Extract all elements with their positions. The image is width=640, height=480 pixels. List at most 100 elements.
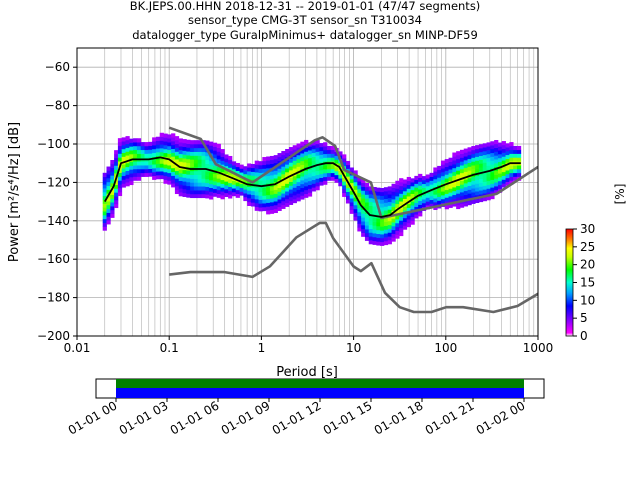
heatmap-cell	[395, 196, 400, 201]
heatmap-cell	[383, 221, 389, 226]
heatmap-cell	[418, 196, 423, 202]
heatmap-cell	[342, 188, 347, 194]
heatmap-cell	[220, 195, 225, 200]
heatmap-cell	[212, 150, 218, 155]
heatmap-cell	[178, 176, 183, 181]
colorbar-tick-label: 0	[580, 329, 588, 343]
heatmap-cell	[235, 166, 240, 171]
heatmap-cell	[106, 197, 111, 202]
heatmap-cell	[399, 220, 404, 225]
heatmap-cell	[133, 145, 138, 151]
heatmap-cell	[433, 171, 438, 176]
heatmap-cell	[193, 163, 199, 168]
heatmap-cell	[197, 170, 202, 176]
heatmap-cell	[300, 153, 305, 158]
heatmap-cell	[452, 194, 457, 199]
heatmap-cell	[197, 155, 202, 160]
heatmap-cell	[273, 205, 278, 210]
heatmap-cell	[311, 168, 316, 173]
colorbar-tick-label: 25	[580, 240, 595, 254]
heatmap-cell	[228, 194, 233, 199]
heatmap-cell	[296, 193, 301, 198]
heatmap-cell	[102, 211, 107, 216]
heatmap-cell	[440, 160, 446, 165]
heatmap-cell	[437, 200, 442, 205]
heatmap-cell	[471, 188, 476, 193]
heatmap-cell	[361, 217, 366, 222]
heatmap-cell	[361, 201, 366, 207]
heatmap-cell	[516, 165, 522, 170]
heatmap-cell	[269, 209, 275, 214]
heatmap-cell	[178, 188, 183, 193]
heatmap-cell	[361, 232, 366, 237]
heatmap-cell	[269, 186, 275, 191]
heatmap-cell	[513, 176, 518, 181]
heatmap-cell	[509, 157, 514, 162]
heatmap-cell	[178, 157, 183, 162]
heatmap-cell	[440, 175, 446, 181]
heatmap-cell	[383, 210, 389, 215]
heatmap-cell	[144, 142, 149, 147]
heatmap-cell	[247, 171, 252, 176]
heatmap-cell	[220, 183, 225, 188]
heatmap-cell	[182, 150, 187, 155]
heatmap-cell	[277, 183, 282, 188]
heatmap-cell	[281, 162, 286, 167]
heatmap-cell	[399, 208, 404, 214]
heatmap-cell	[357, 181, 362, 186]
heatmap-cell	[516, 149, 522, 154]
heatmap-cell	[182, 185, 187, 190]
heatmap-cell	[452, 183, 457, 188]
heatmap-cell	[281, 166, 286, 171]
heatmap-cell	[201, 186, 206, 191]
heatmap-cell	[231, 172, 237, 178]
heatmap-cell	[102, 172, 107, 177]
heatmap-cell	[269, 194, 275, 199]
heatmap-cell	[425, 193, 430, 198]
heatmap-cell	[220, 160, 225, 165]
heatmap-cell	[216, 166, 221, 171]
heatmap-cell	[433, 190, 438, 195]
heatmap-cell	[513, 157, 518, 162]
heatmap-cell	[114, 192, 119, 197]
heatmap-cell	[273, 155, 278, 160]
heatmap-cell	[391, 187, 396, 192]
heatmap-cell	[205, 175, 210, 180]
heatmap-cell	[121, 175, 126, 180]
heatmap-cell	[357, 223, 362, 228]
heatmap-cell	[387, 228, 392, 233]
heatmap-cell	[326, 145, 332, 151]
heatmap-cell	[300, 164, 305, 169]
heatmap-cell	[364, 202, 370, 207]
heatmap-cell	[323, 142, 328, 147]
heatmap-cell	[254, 187, 259, 192]
x-tick-label: 1000	[523, 341, 554, 355]
heatmap-cell	[326, 176, 332, 181]
heatmap-cell	[273, 170, 278, 175]
heatmap-cell	[490, 195, 495, 200]
heatmap-cell	[406, 196, 411, 201]
heatmap-cell	[353, 185, 358, 190]
heatmap-cell	[368, 201, 373, 206]
heatmap-cell	[456, 204, 461, 210]
y-tick-label: −60	[45, 60, 70, 74]
y-tick-label: −80	[45, 99, 70, 113]
heatmap-cell	[178, 161, 183, 166]
heatmap-cell	[323, 180, 328, 185]
heatmap-cell	[163, 141, 168, 146]
heatmap-cell	[387, 209, 392, 214]
noise-model-curves	[104, 126, 538, 314]
heatmap-cell	[357, 177, 362, 182]
heatmap-cell	[383, 206, 389, 211]
heatmap-cell	[357, 185, 362, 190]
heatmap-cell	[114, 161, 119, 166]
heatmap-cell	[254, 172, 259, 177]
heatmap-cell	[125, 170, 130, 175]
heatmap-cell	[190, 170, 195, 176]
heatmap-cell	[190, 147, 195, 152]
heatmap-cell	[463, 202, 468, 207]
heatmap-cell	[205, 144, 210, 149]
heatmap-cell	[212, 158, 218, 163]
heatmap-cell	[368, 220, 373, 226]
heatmap-cell	[266, 206, 271, 211]
